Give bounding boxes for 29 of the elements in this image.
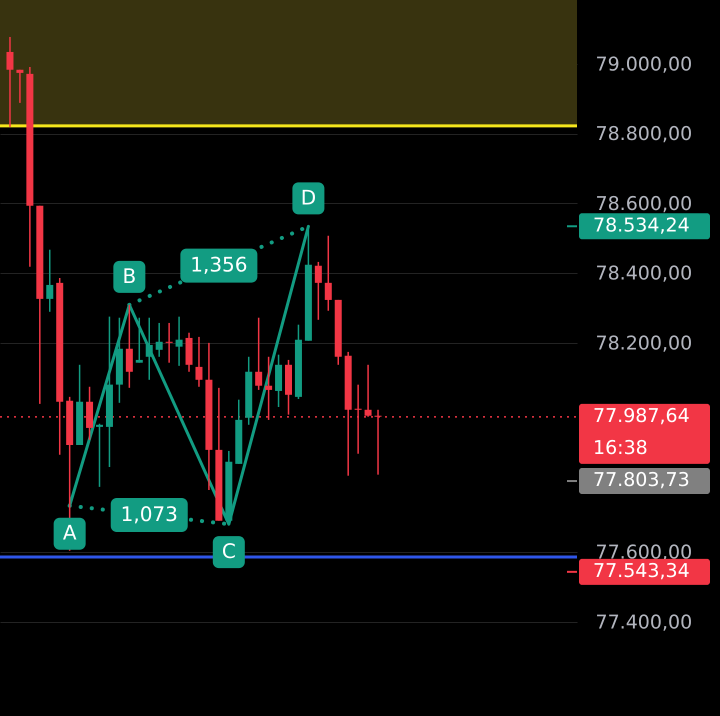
y-tick-label: 78.400,00 (596, 262, 692, 285)
y-tick-label: 78.600,00 (596, 192, 692, 215)
candlestick (146, 316, 153, 381)
candlestick (136, 316, 143, 364)
candlestick (96, 422, 103, 488)
candlestick (314, 261, 322, 321)
y-tick-label: 78.800,00 (596, 123, 692, 146)
candlestick (6, 36, 14, 128)
candlestick (195, 336, 202, 388)
data-label: C (222, 539, 236, 564)
ref-line-label: 77.987,64 16:38 (593, 404, 690, 459)
annotation: 1,073 (120, 502, 178, 526)
data-label: B (122, 264, 136, 288)
data-label: A (62, 520, 77, 545)
y-tick-label: 77.400,00 (596, 611, 692, 634)
candlestick (166, 322, 173, 364)
candlestick (46, 248, 54, 313)
candlestick (126, 304, 133, 389)
candlestick (16, 69, 24, 104)
candlestick (255, 316, 262, 391)
candlestick (156, 322, 163, 358)
ref-line-label: 77.803,73 (593, 469, 690, 492)
ref-line-label: 78.534,24 (593, 214, 690, 236)
candlestick (176, 316, 183, 367)
candlestick (324, 235, 332, 312)
y-tick-label: 79.000,00 (596, 53, 692, 76)
y-tick-label: 78.200,00 (596, 332, 692, 354)
annotation: 1,356 (190, 252, 248, 277)
data-label: D (300, 185, 316, 210)
